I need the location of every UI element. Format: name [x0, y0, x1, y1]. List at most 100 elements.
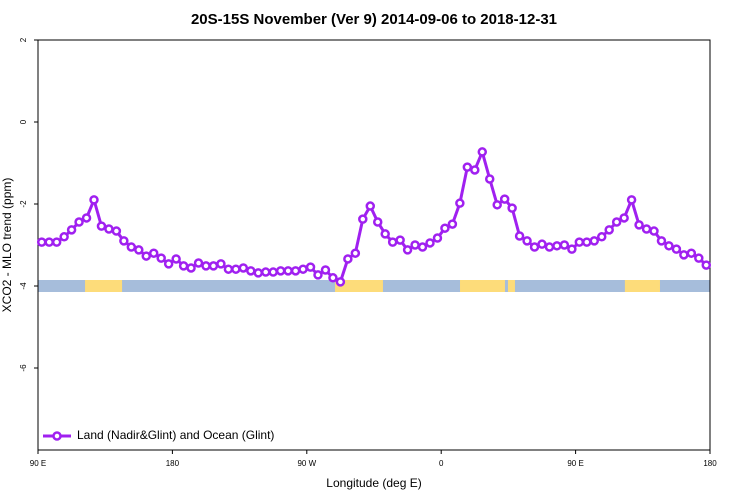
data-point — [290, 266, 301, 276]
data-point — [395, 235, 405, 245]
land-segment — [507, 280, 515, 292]
data-point — [36, 237, 47, 247]
x-axis-label: Longitude (deg E) — [326, 476, 421, 490]
data-point — [694, 253, 704, 263]
data-point — [81, 213, 92, 223]
data-point — [611, 217, 622, 227]
data-point — [305, 262, 316, 272]
data-point — [328, 273, 338, 283]
land-segment — [624, 280, 660, 292]
data-point — [522, 236, 532, 246]
data-point — [492, 200, 502, 210]
data-point — [111, 226, 122, 236]
data-point — [425, 238, 435, 248]
data-point — [178, 261, 189, 271]
y-tick-label: -6 — [19, 364, 28, 372]
data-point — [499, 194, 510, 204]
data-point — [51, 237, 62, 247]
data-point — [119, 236, 129, 246]
data-point — [126, 242, 137, 252]
x-tick-label: 180 — [166, 459, 180, 468]
x-tick-label: 0 — [439, 459, 444, 468]
data-point — [246, 266, 256, 276]
data-point — [664, 241, 674, 251]
data-point — [544, 242, 555, 252]
land-segment — [85, 280, 123, 292]
data-point — [559, 240, 570, 250]
data-point — [380, 229, 390, 239]
data-point — [343, 254, 353, 264]
data-point — [410, 240, 420, 250]
data-point — [358, 214, 368, 224]
y-tick-label: -2 — [19, 200, 28, 208]
data-point — [104, 224, 114, 234]
x-tick-label: 90 E — [30, 459, 46, 468]
data-point — [59, 232, 69, 242]
data-point — [484, 174, 495, 184]
data-point — [134, 245, 144, 255]
data-point — [238, 263, 249, 273]
data-point — [701, 260, 712, 270]
data-point — [313, 270, 323, 280]
data-point — [298, 264, 308, 274]
x-tick-label: 90 W — [297, 459, 316, 468]
data-point — [447, 219, 458, 229]
data-point — [619, 213, 629, 223]
data-point — [74, 217, 84, 227]
data-point — [44, 237, 54, 247]
data-point — [163, 259, 174, 269]
data-point — [656, 236, 667, 246]
data-point — [268, 267, 278, 277]
data-point — [514, 231, 525, 241]
data-point — [231, 264, 241, 274]
data-point — [335, 277, 346, 287]
series-line — [41, 147, 708, 285]
y-tick-label: -4 — [19, 282, 28, 290]
data-point — [283, 266, 293, 276]
data-point — [604, 225, 614, 235]
data-point — [537, 239, 547, 249]
data-point — [596, 232, 607, 242]
data-point — [156, 253, 166, 263]
x-tick-label: 180 — [703, 459, 717, 468]
x-tick-label: 90 E — [567, 459, 583, 468]
data-point — [507, 203, 517, 213]
data-point — [141, 251, 152, 261]
data-point — [626, 195, 637, 205]
data-point — [440, 223, 450, 233]
data-point — [260, 267, 271, 277]
data-point — [208, 261, 219, 271]
data-point — [66, 225, 77, 235]
data-point — [477, 147, 488, 157]
data-point — [89, 195, 99, 205]
data-point — [552, 241, 562, 251]
data-point — [387, 237, 398, 247]
land-segment — [335, 280, 383, 292]
data-point — [574, 237, 585, 247]
data-point — [432, 233, 443, 243]
data-point — [275, 266, 286, 276]
data-point — [372, 217, 383, 227]
data-point — [186, 263, 196, 273]
land-segment — [460, 280, 505, 292]
data-point — [582, 237, 592, 247]
y-tick-label: 2 — [19, 37, 28, 42]
data-point — [455, 198, 465, 208]
data-point — [671, 244, 682, 254]
data-point — [193, 258, 204, 268]
data-point — [350, 248, 361, 258]
data-point — [148, 248, 159, 258]
data-point — [686, 248, 697, 258]
legend-marker — [52, 431, 62, 441]
data-point — [641, 224, 652, 234]
data-point — [223, 264, 234, 274]
y-tick-label: 0 — [19, 119, 28, 124]
data-point — [417, 242, 428, 252]
data-point — [634, 220, 644, 230]
data-point — [96, 221, 107, 231]
data-point — [529, 242, 540, 252]
data-point — [253, 268, 264, 278]
data-point — [470, 165, 480, 175]
data-point — [216, 259, 226, 269]
